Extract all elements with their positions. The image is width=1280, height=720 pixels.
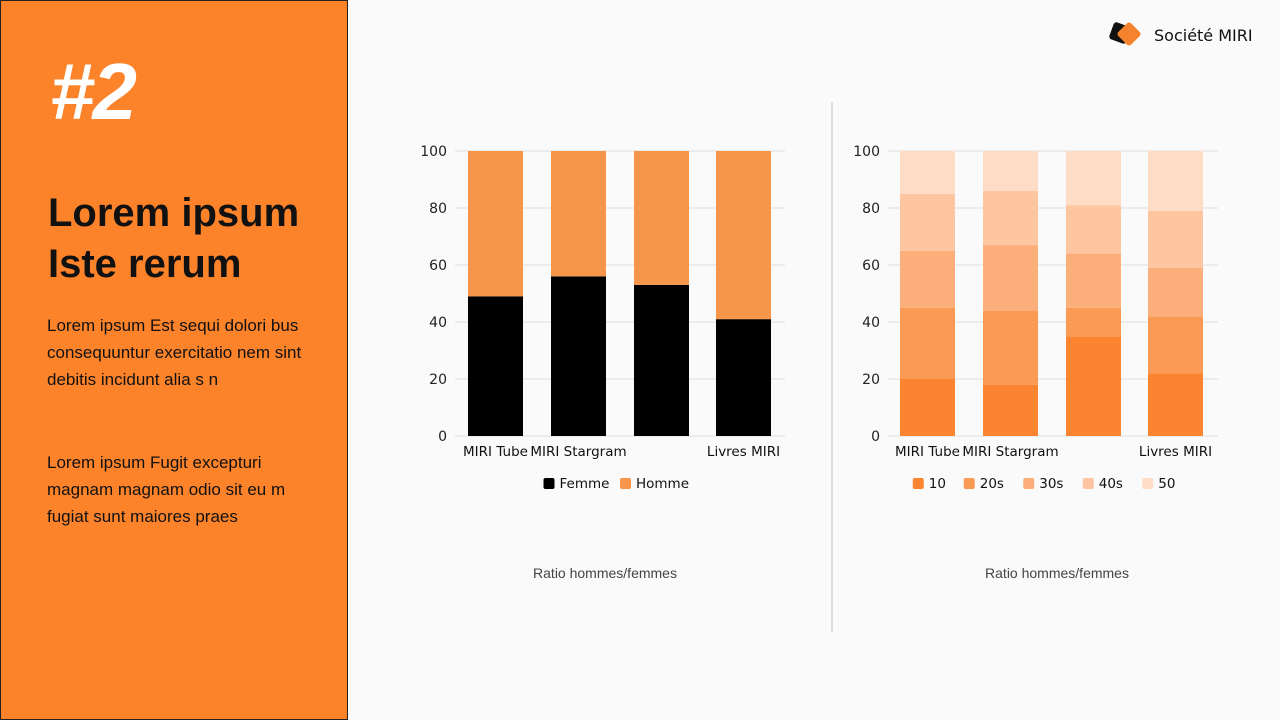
title-line-1: Lorem ipsum <box>48 191 300 235</box>
bar-segment-40s <box>900 193 955 251</box>
bar-segment-femme <box>634 284 689 436</box>
bar-segment-30s <box>1148 267 1203 317</box>
y-tick-label: 80 <box>429 201 447 217</box>
bar-segment-20s <box>1066 307 1121 337</box>
y-tick-label: 100 <box>853 144 880 160</box>
x-tick-label: Livres MIRI <box>707 444 780 460</box>
y-tick-label: 60 <box>862 258 880 274</box>
x-tick-label: MIRI Tube <box>463 444 528 460</box>
y-tick-label: 60 <box>429 258 447 274</box>
legend-label: 40s <box>1099 476 1123 492</box>
legend-label: 10 <box>929 476 946 492</box>
x-tick-label: MIRI Tube <box>895 444 960 460</box>
legend-swatch <box>912 478 924 489</box>
legend-swatch <box>620 478 631 489</box>
brand-name: Société MIRI <box>1154 25 1253 45</box>
side-panel <box>0 0 348 720</box>
bar-segment-50 <box>1066 151 1121 206</box>
y-tick-label: 20 <box>429 372 447 388</box>
bar-segment-homme <box>634 151 689 285</box>
paragraph-1: Lorem ipsum Est sequi dolori bus consequ… <box>47 316 302 389</box>
y-tick-label: 80 <box>862 201 880 217</box>
divider <box>831 102 833 632</box>
y-tick-label: 20 <box>862 372 880 388</box>
legend-swatch <box>1023 478 1035 489</box>
bar-segment-femme <box>716 319 771 436</box>
bar-segment-40s <box>983 190 1038 246</box>
bar-segment-homme <box>551 151 606 277</box>
bar-segment-10 <box>983 384 1038 436</box>
bar-segment-20s <box>1148 316 1203 374</box>
legend-swatch <box>963 478 975 489</box>
bar-segment-femme <box>551 276 606 436</box>
x-tick-label: MIRI Stargram <box>962 444 1058 460</box>
y-tick-label: 100 <box>420 144 447 160</box>
bar-segment-homme <box>716 151 771 320</box>
legend-label: Homme <box>636 476 689 492</box>
slide-title: Lorem ipsum Iste rerum <box>48 188 299 290</box>
bar-segment-30s <box>900 250 955 308</box>
bar-segment-femme <box>468 296 523 436</box>
legend-label: 30s <box>1039 476 1063 492</box>
bar-segment-50 <box>983 151 1038 191</box>
x-tick-label: Livres MIRI <box>1139 444 1212 460</box>
logo-icon <box>1109 22 1141 46</box>
bar-segment-30s <box>983 245 1038 311</box>
x-tick-label: MIRI Stargram <box>530 444 626 460</box>
bar-segment-20s <box>983 310 1038 385</box>
title-line-2: Iste rerum <box>48 242 242 286</box>
legend-label: 20s <box>980 476 1004 492</box>
legend-swatch <box>543 478 555 489</box>
bar-segment-10 <box>900 379 955 436</box>
bar-segment-10 <box>1148 373 1203 436</box>
bar-segment-50 <box>1148 151 1203 211</box>
legend-label: Femme <box>560 476 610 492</box>
slide-number: #2 <box>50 47 137 136</box>
bar-segment-40s <box>1148 210 1203 268</box>
brand-logo: Société MIRI <box>1108 20 1253 50</box>
bar-segment-40s <box>1066 205 1121 254</box>
chart-2-caption: Ratio hommes/femmes <box>985 565 1129 581</box>
paragraph-2: Lorem ipsum Fugit excepturi magnam magna… <box>47 453 286 526</box>
chart-1-caption: Ratio hommes/femmes <box>533 565 677 581</box>
bar-segment-homme <box>468 151 523 297</box>
y-tick-label: 40 <box>862 315 880 331</box>
y-tick-label: 0 <box>871 429 880 445</box>
y-tick-label: 40 <box>429 315 447 331</box>
legend-swatch <box>1082 478 1094 489</box>
bar-segment-10 <box>1066 336 1121 436</box>
bar-segment-50 <box>900 151 955 194</box>
legend-swatch <box>1142 478 1154 489</box>
legend-label: 50 <box>1158 476 1175 492</box>
y-tick-label: 0 <box>438 429 447 445</box>
bar-segment-30s <box>1066 253 1121 308</box>
bar-segment-20s <box>900 307 955 379</box>
